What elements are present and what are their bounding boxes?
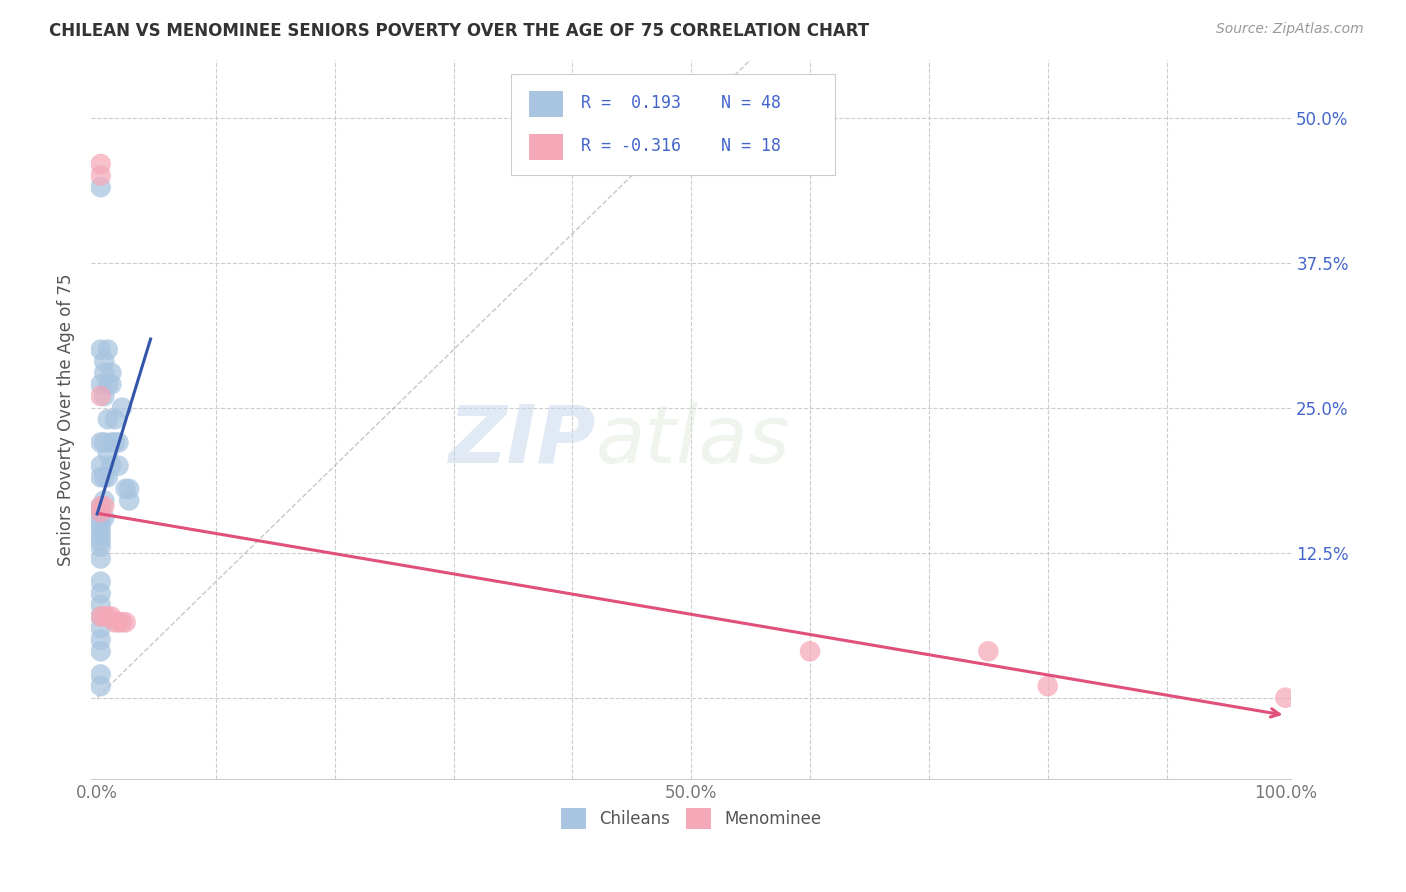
- Point: [90, 500, 112, 514]
- Point: [90, 574, 112, 589]
- Point: [97, 609, 120, 624]
- Point: [90, 505, 112, 519]
- Text: R = -0.316    N = 18: R = -0.316 N = 18: [581, 136, 780, 155]
- Text: atlas: atlas: [595, 401, 790, 480]
- Point: [97, 447, 120, 461]
- Bar: [529, 134, 562, 161]
- Point: [100, 458, 122, 473]
- Point: [799, 644, 821, 658]
- Point: [100, 366, 122, 380]
- Point: [114, 615, 136, 630]
- Point: [93, 354, 115, 368]
- Point: [90, 169, 112, 183]
- Point: [118, 493, 141, 508]
- Point: [93, 389, 115, 403]
- Point: [90, 523, 112, 537]
- Point: [111, 401, 134, 415]
- Point: [97, 343, 120, 357]
- Point: [97, 470, 120, 484]
- Point: [90, 586, 112, 600]
- Point: [90, 505, 112, 519]
- Point: [90, 534, 112, 549]
- Point: [1036, 679, 1059, 693]
- Point: [90, 180, 112, 194]
- Point: [100, 377, 122, 392]
- Point: [93, 435, 115, 450]
- Point: [97, 377, 120, 392]
- Point: [114, 482, 136, 496]
- Point: [100, 435, 122, 450]
- Point: [90, 470, 112, 484]
- Point: [90, 679, 112, 693]
- Point: [93, 511, 115, 525]
- Point: [111, 615, 134, 630]
- Y-axis label: Seniors Poverty Over the Age of 75: Seniors Poverty Over the Age of 75: [58, 273, 75, 566]
- Point: [90, 667, 112, 681]
- Point: [90, 551, 112, 566]
- Point: [93, 493, 115, 508]
- Point: [1274, 690, 1296, 705]
- Point: [104, 412, 127, 426]
- Point: [90, 632, 112, 647]
- Point: [90, 609, 112, 624]
- Text: R =  0.193    N = 48: R = 0.193 N = 48: [581, 94, 780, 112]
- Point: [90, 528, 112, 542]
- Point: [93, 470, 115, 484]
- Legend: Chileans, Menominee: Chileans, Menominee: [554, 802, 828, 835]
- Text: ZIP: ZIP: [449, 401, 595, 480]
- Point: [90, 500, 112, 514]
- Point: [90, 644, 112, 658]
- Point: [90, 343, 112, 357]
- Point: [100, 609, 122, 624]
- Point: [90, 598, 112, 612]
- FancyBboxPatch shape: [512, 74, 835, 175]
- Point: [104, 615, 127, 630]
- Point: [107, 615, 129, 630]
- Point: [97, 412, 120, 426]
- Bar: [529, 91, 562, 117]
- Point: [90, 516, 112, 531]
- Point: [118, 482, 141, 496]
- Point: [90, 609, 112, 624]
- Point: [90, 389, 112, 403]
- Point: [90, 435, 112, 450]
- Point: [90, 511, 112, 525]
- Point: [977, 644, 1000, 658]
- Point: [107, 458, 129, 473]
- Point: [93, 500, 115, 514]
- Point: [90, 377, 112, 392]
- Point: [90, 540, 112, 554]
- Point: [93, 366, 115, 380]
- Text: Source: ZipAtlas.com: Source: ZipAtlas.com: [1216, 22, 1364, 37]
- Point: [93, 609, 115, 624]
- Point: [90, 621, 112, 635]
- Point: [104, 435, 127, 450]
- Text: CHILEAN VS MENOMINEE SENIORS POVERTY OVER THE AGE OF 75 CORRELATION CHART: CHILEAN VS MENOMINEE SENIORS POVERTY OVE…: [49, 22, 869, 40]
- Point: [90, 458, 112, 473]
- Point: [90, 157, 112, 171]
- Point: [107, 435, 129, 450]
